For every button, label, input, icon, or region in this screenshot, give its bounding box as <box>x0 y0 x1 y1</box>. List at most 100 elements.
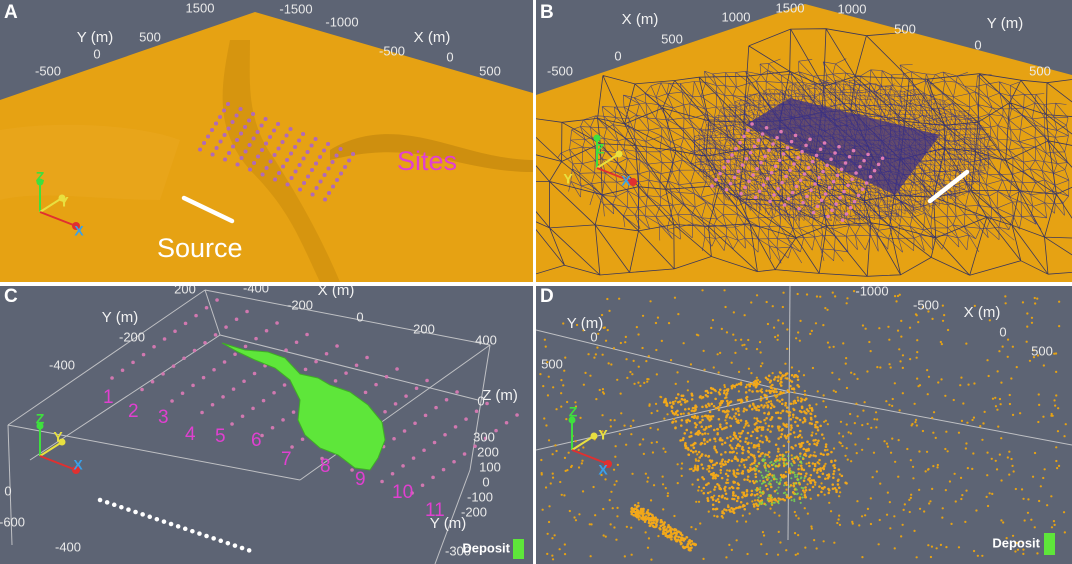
tick-label: 400 <box>475 332 497 347</box>
tick-label: 0 <box>482 474 489 489</box>
tick-label: -400 <box>49 357 75 372</box>
axis-title: X (m) <box>622 11 659 28</box>
tick-label: 0 <box>93 46 100 61</box>
axis-z-head <box>36 422 44 430</box>
ridge-shade <box>330 134 533 172</box>
legend-label: Deposit <box>462 540 510 555</box>
axis-y <box>39 197 63 213</box>
source-line <box>181 195 235 224</box>
tick-label: -600 <box>0 514 25 529</box>
line-number: 2 <box>128 401 139 422</box>
tick-label: -200 <box>461 504 487 519</box>
tick-label: 500 <box>541 356 563 371</box>
site-dots <box>198 102 356 202</box>
tick-label: -200 <box>287 297 313 312</box>
tick-label: -500 <box>547 63 573 78</box>
axis-x <box>596 167 634 183</box>
line-number: 3 <box>158 407 169 428</box>
box-edge <box>536 329 791 393</box>
axis-y-head <box>58 438 66 446</box>
axis-title: Y (m) <box>567 315 603 332</box>
terrain-shade <box>0 124 180 200</box>
tick-label: 500 <box>139 29 161 44</box>
line-number: 4 <box>185 424 196 445</box>
deposit-body <box>221 342 386 471</box>
line-number: 1 <box>103 387 114 408</box>
tick-label: 200 <box>174 281 196 296</box>
legend-swatch <box>513 539 524 559</box>
triad-label: Y <box>598 427 608 443</box>
panel-label: A <box>4 2 18 23</box>
line-number: 10 <box>392 482 413 503</box>
line-number: 7 <box>281 449 292 470</box>
line-number: 11 <box>425 500 445 521</box>
tick-label: 0 <box>590 329 597 344</box>
panel-d: Z Y X D Y (m) X (m) 0 500 -1000 -500 0 500 Deposit <box>536 283 1072 564</box>
triad-label: X <box>73 457 83 473</box>
box-edge <box>7 289 206 426</box>
axis-z-head <box>593 134 601 142</box>
triad-label: Z <box>36 411 45 427</box>
tick-label: -1000 <box>325 14 358 29</box>
tick-label: 0 <box>356 309 363 324</box>
tick-label: 1000 <box>838 1 867 16</box>
tick-label: 1500 <box>186 0 215 15</box>
triad-label: X <box>598 462 608 478</box>
box-edge <box>299 344 491 481</box>
axis-y-head <box>615 150 623 158</box>
panel-label: C <box>4 286 18 307</box>
tick-label: -1500 <box>279 1 312 16</box>
legend-swatch <box>1044 533 1055 555</box>
annotation: Sites <box>397 146 457 176</box>
tick-label: -300 <box>445 543 471 558</box>
deposit-dots <box>754 454 806 506</box>
triad-label: Z <box>596 141 605 157</box>
axis-y <box>571 435 595 451</box>
tick-label: -500 <box>913 297 939 312</box>
axis-x-head <box>72 466 80 474</box>
axis-z-head <box>36 178 44 186</box>
tick-label: 300 <box>473 429 495 444</box>
triad-label: Z <box>36 169 45 185</box>
box-edge <box>469 344 491 471</box>
source-dots <box>97 497 252 553</box>
axis-z-head <box>568 416 576 424</box>
triad-label: Y <box>563 171 573 187</box>
sparse-dots <box>539 289 1067 561</box>
triad-label: Y <box>59 194 69 210</box>
box-edge <box>7 424 13 546</box>
tick-label: -1000 <box>855 283 888 298</box>
axis-x <box>39 211 77 227</box>
line-number: 6 <box>251 430 262 451</box>
legend-label: Deposit <box>992 535 1040 550</box>
axis-x <box>571 449 609 465</box>
tick-label: 0 <box>614 48 621 63</box>
tick-label: -400 <box>243 280 269 295</box>
tick-label: -500 <box>35 63 61 78</box>
axis-title: X (m) <box>414 29 451 46</box>
tick-label: -500 <box>379 43 405 58</box>
source-line <box>927 169 970 204</box>
axis-y <box>596 153 620 169</box>
tick-label: 0 <box>477 393 484 408</box>
axis-x-head <box>604 460 612 468</box>
box-edge <box>434 469 471 564</box>
tick-label: -400 <box>55 539 81 554</box>
tick-label: 500 <box>1031 343 1053 358</box>
box-edge <box>204 289 491 346</box>
tick-label: 100 <box>479 459 501 474</box>
tick-label: 0 <box>974 37 981 52</box>
box-edge <box>219 334 479 401</box>
axis-title: Y (m) <box>77 29 113 46</box>
box-edge <box>7 424 301 481</box>
site-dots <box>710 122 885 222</box>
axis-title: Y (m) <box>430 515 466 532</box>
tick-label: 0 <box>999 324 1006 339</box>
line-number: 8 <box>320 456 331 477</box>
tick-label: -100 <box>467 489 493 504</box>
tick-label: 200 <box>477 444 499 459</box>
tick-label: 500 <box>894 21 916 36</box>
